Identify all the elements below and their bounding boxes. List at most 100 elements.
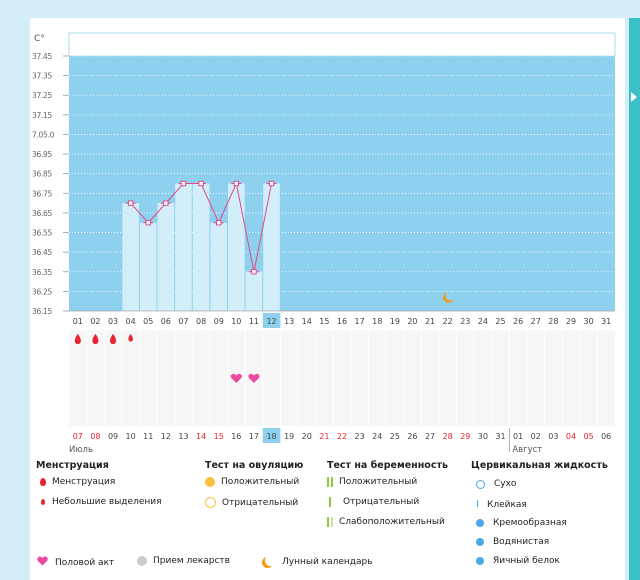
- y-tick-label: 36.75: [32, 189, 52, 198]
- x-tick-label: 02: [90, 317, 100, 326]
- x-tick-label: 21: [425, 317, 435, 326]
- menstruation-drop: [128, 334, 133, 342]
- cycle-day-label: 30: [478, 432, 488, 441]
- cycle-day-highlight: [262, 428, 281, 443]
- legend: Менструация Менструация Небольшие выделе…: [0, 456, 629, 580]
- y-tick-label: 36.55: [32, 229, 52, 238]
- temperature-bar: [175, 183, 192, 311]
- y-tick-label: 36.85: [32, 170, 52, 179]
- temperature-point: [251, 269, 257, 275]
- temperature-point: [233, 180, 240, 187]
- x-tick-label: 08: [196, 317, 206, 326]
- weak-bar-icon: [327, 517, 329, 527]
- plot-top-space: [68, 32, 616, 57]
- x-tick-label: 11: [249, 317, 259, 326]
- x-tick-label: 18: [372, 317, 382, 326]
- side-panel-strip[interactable]: [629, 18, 640, 580]
- x-tick-label: 25: [495, 317, 505, 326]
- cycle-day-label: 09: [108, 432, 118, 441]
- temperature-point: [127, 200, 134, 206]
- double-bar-icon: [327, 477, 329, 487]
- cycle-day-label: 29: [460, 432, 470, 441]
- moon-icon: [265, 555, 276, 566]
- single-bar-icon: [329, 497, 331, 507]
- x-tick-label: 03: [108, 317, 118, 326]
- legend-ovulation-positive: Положительный: [205, 477, 299, 487]
- x-tick-label: 17: [355, 317, 365, 326]
- small-drop-icon: [41, 499, 45, 505]
- x-tick-label: 28: [548, 317, 558, 326]
- x-tick-label: 12: [266, 317, 276, 326]
- cycle-day-label: 13: [178, 432, 188, 441]
- x-tick-label: 22: [443, 317, 453, 326]
- cycle-day-label: 25: [390, 432, 400, 441]
- cycle-day-label: 02: [531, 432, 541, 441]
- legend-pregnancy-positive: Положительный: [327, 477, 417, 487]
- temperature-bar: [122, 203, 139, 311]
- legend-menstruation: Менструация: [40, 477, 115, 487]
- cycle-day-label: 16: [231, 432, 241, 441]
- temperature-chart: С° 37.45 37.35 37.25 37.15 7.05.0 36.95 36.85 36…: [32, 32, 616, 455]
- legend-pregnancy-title: Тест на беременность: [327, 460, 448, 471]
- temperature-bar: [157, 203, 175, 311]
- x-tick-label: 27: [531, 317, 541, 326]
- events-area: [69, 330, 615, 426]
- legend-ovulation-negative: Отрицательный: [205, 497, 298, 508]
- intercourse-heart: [230, 373, 242, 383]
- cycle-day-label: 23: [355, 432, 365, 441]
- moon-icon: [442, 292, 454, 303]
- legend-cervical-dry: Сухо: [476, 479, 516, 489]
- temperature-bar: [228, 183, 245, 311]
- menstruation-drop: [110, 334, 117, 344]
- x-tick-label: 15: [319, 317, 329, 326]
- cycle-day-label: 28: [443, 432, 453, 441]
- blood-drop-icon: [40, 478, 46, 486]
- x-tick-label: 09: [214, 317, 224, 326]
- x-tick-label: 26: [513, 317, 523, 326]
- y-tick-label: 37.35: [32, 72, 52, 81]
- legend-intercourse: Половой акт: [37, 556, 114, 569]
- legend-moon: Лунный календарь: [262, 556, 373, 567]
- cycle-day-label: 14: [196, 432, 206, 441]
- cycle-day-label: 12: [161, 432, 171, 441]
- legend-ovulation-title: Тест на овуляцию: [205, 460, 304, 471]
- legend-pregnancy-weak: Слабоположительный: [327, 517, 445, 527]
- legend-cervical-watery: Водянистая: [476, 537, 549, 547]
- temperature-bar: [192, 183, 210, 311]
- y-tick-label: 7.05.0: [32, 130, 55, 139]
- cycle-day-label: 08: [90, 432, 100, 441]
- expand-arrow-icon[interactable]: [631, 92, 637, 102]
- cycle-day-label: 27: [425, 432, 435, 441]
- watery-drop-icon: [476, 538, 484, 546]
- cycle-day-label: 17: [249, 432, 259, 441]
- sticky-icon: I: [476, 499, 479, 510]
- cycle-day-label: 01: [513, 432, 523, 441]
- temperature-point: [268, 180, 275, 187]
- cycle-day-label: 18: [266, 432, 276, 441]
- legend-cervical-eggwhite: Яичный белок: [476, 556, 560, 566]
- cycle-day-label: 19: [284, 432, 294, 441]
- y-tick-label: 36.45: [32, 248, 52, 257]
- temperature-point: [145, 220, 151, 226]
- cycle-day-label: 15: [214, 432, 224, 441]
- y-tick-label: 37.25: [32, 91, 52, 100]
- x-tick-label: 04: [126, 317, 136, 326]
- filled-circle-icon: [205, 477, 215, 487]
- x-tick-label: 13: [284, 317, 294, 326]
- cycle-day-label: 22: [337, 432, 347, 441]
- temperature-bar: [263, 183, 280, 311]
- month-july-label: Июль: [69, 445, 93, 455]
- cycle-day-label: 26: [407, 432, 417, 441]
- x-tick-label: 14: [302, 317, 312, 326]
- x-tick-label: 06: [161, 317, 171, 326]
- cycle-day-label: 05: [583, 432, 593, 441]
- intercourse-heart: [248, 373, 260, 383]
- pill-icon: [137, 556, 147, 566]
- x-tick-label: 07: [178, 317, 188, 326]
- temperature-point: [163, 200, 169, 206]
- cycle-day-label: 20: [302, 432, 312, 441]
- legend-cervical-title: Цервикальная жидкость: [471, 460, 608, 471]
- cycle-day-label: 24: [372, 432, 382, 441]
- x-tick-label: 10: [231, 317, 241, 326]
- y-tick-label: 36.25: [32, 287, 52, 296]
